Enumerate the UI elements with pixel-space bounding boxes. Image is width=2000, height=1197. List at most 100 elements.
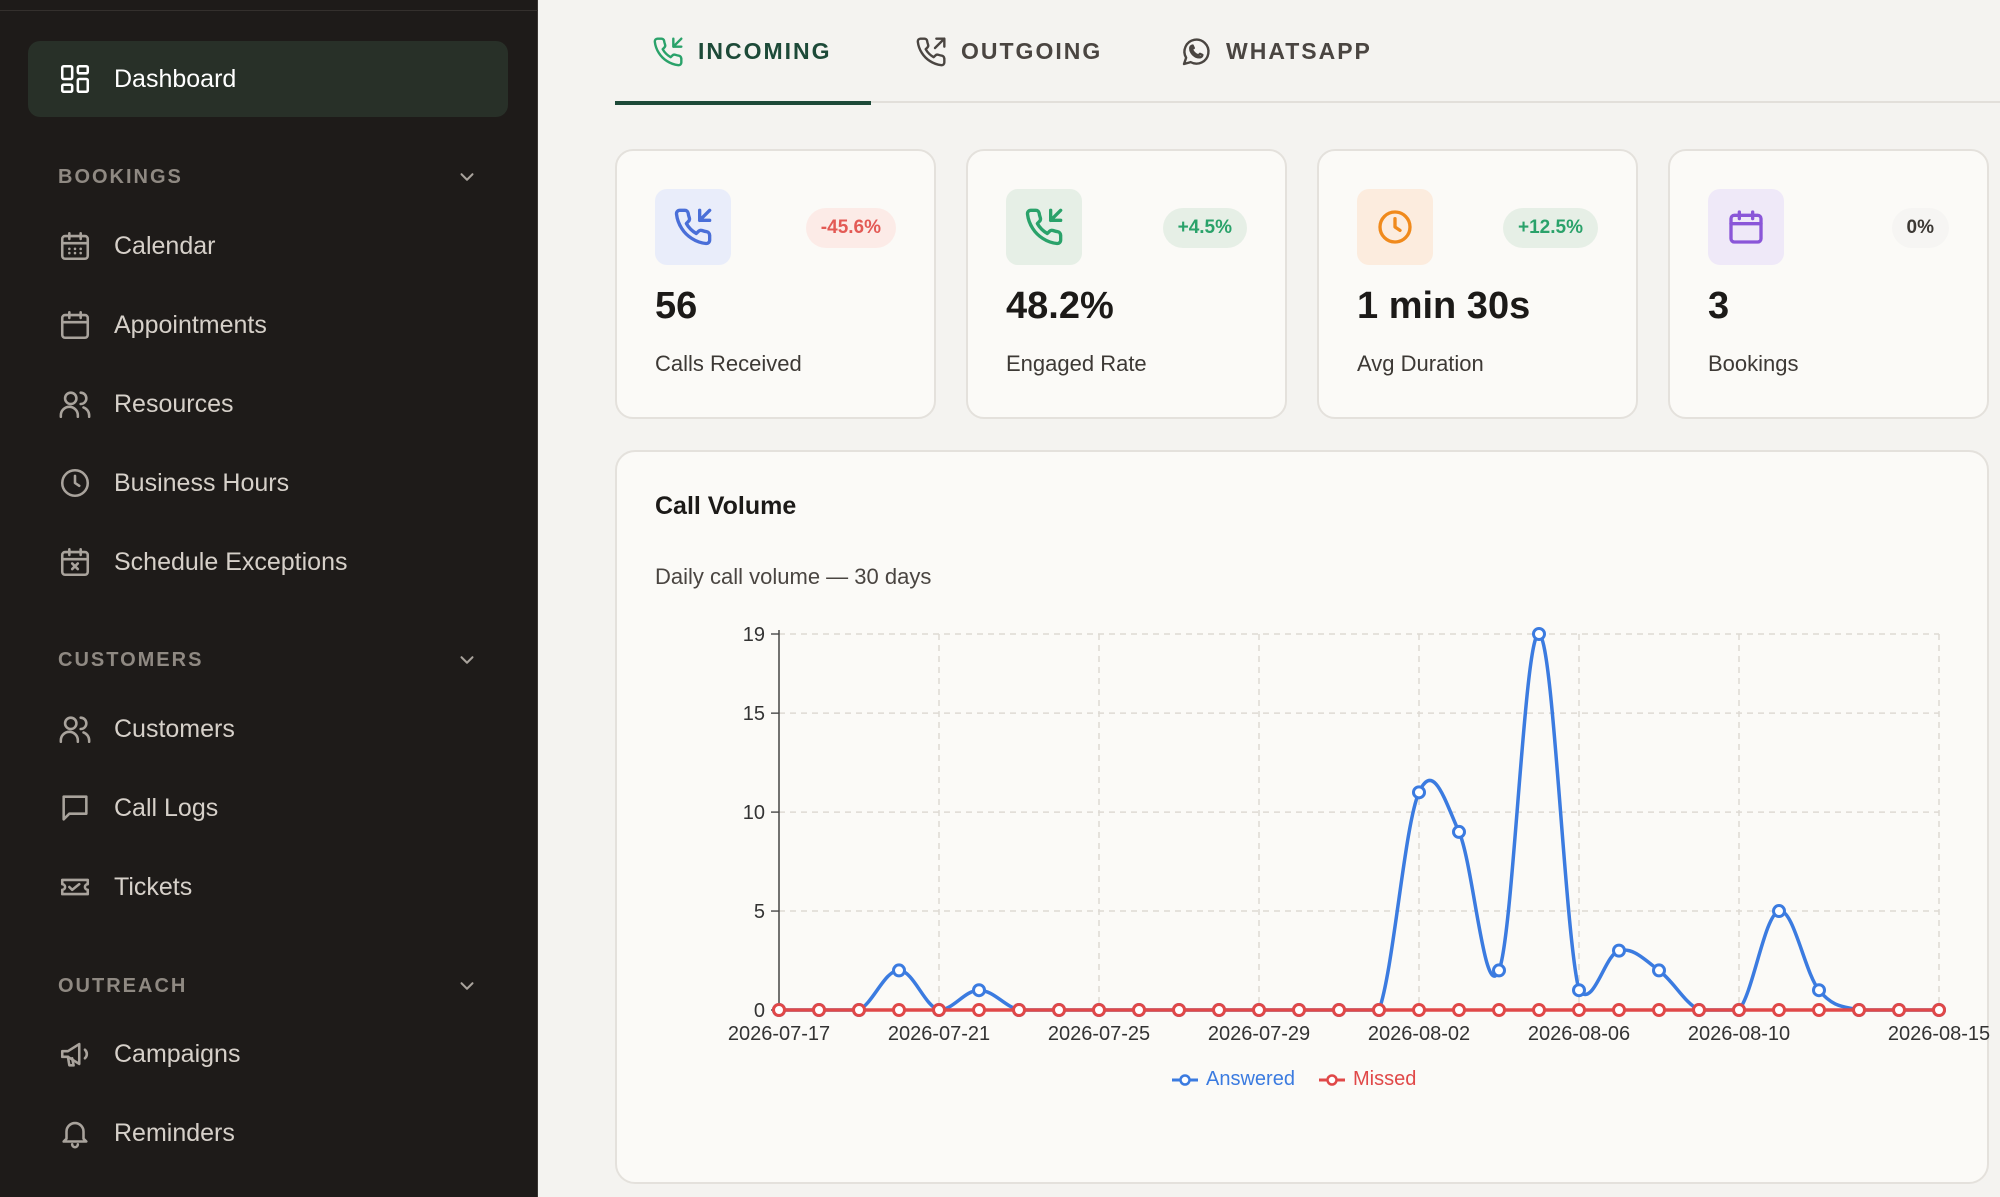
legend-answered[interactable]: Answered [1170,1068,1295,1091]
chevron-down-icon [460,173,474,181]
sidebar-item-resources[interactable]: Resources [28,366,508,442]
stat-card-bookings: 0% 3 Bookings [1668,149,1989,419]
phone-outgoing-icon [916,36,946,66]
stat-value: 56 [655,285,698,327]
data-point-missed [1292,1003,1306,1017]
sidebar-item-call-logs[interactable]: Call Logs [28,770,508,846]
data-point-missed [1172,1003,1186,1017]
stat-value: 3 [1708,285,1730,327]
sidebar-item-dashboard[interactable]: Dashboard [28,41,508,117]
data-point-missed [1572,1003,1586,1017]
data-point-missed [1332,1003,1346,1017]
data-point-missed [1772,1003,1786,1017]
x-tick-label: 2026-07-17 [728,1023,830,1045]
dashboard-grid-icon [58,62,92,96]
active-tab-indicator [615,101,871,105]
legend-missed[interactable]: Missed [1317,1068,1416,1091]
series-line-answered [779,632,1939,1012]
data-point-missed [1652,1003,1666,1017]
tab-label: OUTGOING [961,38,1103,64]
section-header-customers[interactable]: CUSTOMERS [58,640,478,680]
sidebar-item-reminders[interactable]: Reminders [28,1095,508,1171]
phone-incoming-icon [655,189,731,265]
data-point-missed [1892,1003,1906,1017]
stat-card-engaged-rate: +4.5% 48.2% Engaged Rate [966,149,1287,419]
stat-label: Avg Duration [1357,351,1484,376]
section-title: CUSTOMERS [58,648,204,671]
data-point-answered [1572,983,1586,998]
sidebar-item-tickets[interactable]: Tickets [28,849,508,925]
data-point-answered [1412,785,1426,800]
calendar-grid-icon [58,229,92,263]
legend-label: Missed [1353,1068,1417,1090]
data-point-missed [1812,1003,1826,1017]
chevron-down-icon [460,656,474,664]
data-point-missed [1532,1003,1546,1017]
data-point-missed [1452,1003,1466,1017]
sidebar-item-campaigns[interactable]: Campaigns [28,1016,508,1092]
call-volume-chart: 0 5 10 15 19 2026-07-17 2026-07-21 2026-07-25 20… [728,624,1990,1045]
calendar-icon [58,308,92,342]
data-point-missed [1252,1003,1266,1017]
sidebar-divider [0,10,538,11]
chevron-down-icon [460,982,474,990]
data-point-missed [812,1003,826,1017]
x-tick-label: 2026-08-10 [1688,1023,1790,1045]
data-point-missed [772,1003,786,1017]
y-tick-label: 0 [754,1000,765,1022]
sidebar-item-business-hours[interactable]: Business Hours [28,445,508,521]
data-point-missed [1412,1003,1426,1017]
sidebar-item-label: Resources [114,389,234,418]
sidebar-item-label: Customers [114,714,235,743]
x-tick-label: 2026-08-06 [1528,1023,1630,1045]
whatsapp-icon [1182,37,1210,65]
y-tick-label: 5 [754,901,765,923]
stat-value: 1 min 30s [1357,285,1531,327]
ticket-icon [58,870,92,904]
sidebar-item-label: Campaigns [114,1039,241,1068]
x-tick-label: 2026-08-15 [1888,1023,1990,1045]
call-volume-card: Call Volume Daily call volume — 30 days … [615,450,1990,1184]
megaphone-icon [58,1037,92,1071]
sidebar-item-label: Tickets [114,872,193,901]
x-tick-label: 2026-07-21 [888,1023,990,1045]
sidebar-item-appointments[interactable]: Appointments [28,287,508,363]
message-square-icon [58,791,92,825]
data-point-answered [1772,904,1786,919]
stat-label: Engaged Rate [1006,351,1147,376]
data-point-answered [1612,943,1626,958]
section-header-bookings[interactable]: BOOKINGS [58,157,478,197]
chart-title: Call Volume [655,492,797,520]
data-point-missed [932,1003,946,1017]
bell-icon [58,1116,92,1150]
clock-icon [58,466,92,500]
tab-incoming[interactable]: INCOMING [615,0,871,105]
sidebar-item-calendar[interactable]: Calendar [28,208,508,284]
data-point-missed [1132,1003,1146,1017]
data-point-missed [1212,1003,1226,1017]
sidebar-item-customers[interactable]: Customers [28,691,508,767]
sidebar-item-label: Call Logs [114,793,219,822]
calendar-icon [1708,189,1784,265]
data-point-answered [892,963,906,978]
data-point-missed [1692,1003,1706,1017]
y-tick-label: 10 [743,802,765,824]
phone-incoming-icon [1006,189,1082,265]
data-point-missed [972,1003,986,1017]
sidebar-item-label: Dashboard [114,64,237,93]
tab-outgoing[interactable]: OUTGOING [915,0,1102,103]
calendar-x-icon [58,545,92,579]
sidebar-item-label: Schedule Exceptions [114,547,348,576]
tab-whatsapp[interactable]: WHATSAPP [1180,0,1372,103]
data-point-missed [1732,1003,1746,1017]
stat-label: Calls Received [655,351,802,376]
change-badge: -45.6% [805,208,896,248]
data-point-missed [852,1003,866,1017]
users-icon [58,387,92,421]
sidebar-item-schedule-exceptions[interactable]: Schedule Exceptions [28,524,508,600]
stat-label: Bookings [1708,351,1799,376]
data-point-missed [1932,1003,1946,1017]
stat-card-avg-duration: +12.5% 1 min 30s Avg Duration [1317,149,1638,419]
change-badge: +12.5% [1503,208,1598,248]
section-header-outreach[interactable]: OUTREACH [58,966,478,1006]
